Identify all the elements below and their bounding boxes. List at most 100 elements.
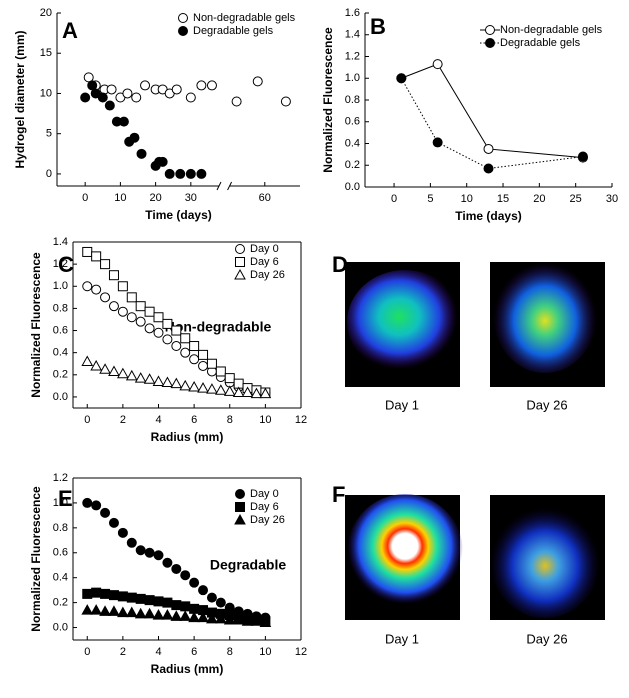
x-tick-label: 0 <box>84 646 90 658</box>
marker <box>108 301 119 312</box>
y-axis-label: Normalized Fluorescence <box>29 252 43 398</box>
marker <box>188 380 200 392</box>
marker <box>126 292 137 303</box>
marker <box>432 137 443 148</box>
marker <box>223 385 236 396</box>
marker <box>152 375 165 386</box>
marker <box>198 349 209 360</box>
x-tick-label: 0 <box>391 193 397 205</box>
x-tick-label: 4 <box>155 646 161 658</box>
x-tick-label: 6 <box>191 414 197 426</box>
x-tick-label: 4 <box>155 414 161 426</box>
marker <box>171 84 182 95</box>
y-tick-label: 0.8 <box>53 302 68 314</box>
caption: Day 26 <box>526 631 567 646</box>
legend-marker <box>235 244 245 254</box>
y-tick-label: 1.2 <box>345 50 360 62</box>
marker <box>185 168 196 179</box>
y-tick-label: 0.4 <box>345 137 360 149</box>
marker <box>143 607 156 619</box>
y-tick-label: 1.0 <box>345 72 360 84</box>
marker <box>118 116 129 127</box>
marker <box>117 527 128 538</box>
marker <box>432 59 443 70</box>
x-tick-label: 2 <box>120 414 126 426</box>
x-tick-label: 12 <box>295 414 307 426</box>
marker <box>134 607 147 619</box>
x-tick-label: 10 <box>259 414 271 426</box>
y-tick-label: 0.4 <box>53 572 68 584</box>
marker <box>140 80 151 91</box>
annotation: Degradable <box>210 557 286 573</box>
y-tick-label: 1.4 <box>53 236 68 248</box>
legend-marker <box>485 38 495 48</box>
marker <box>483 163 494 174</box>
marker <box>180 347 191 358</box>
legend-label: Non-degradable gels <box>193 12 296 24</box>
marker <box>82 246 93 257</box>
y-tick-label: 0.0 <box>53 621 68 633</box>
marker <box>117 281 128 292</box>
marker <box>189 341 200 352</box>
caption: Day 26 <box>526 397 567 412</box>
x-tick-label: 10 <box>461 193 473 205</box>
marker <box>189 354 200 365</box>
x-tick-label: 30 <box>606 193 618 205</box>
panel-label: D <box>332 252 348 277</box>
y-tick-label: 0.6 <box>53 547 68 559</box>
marker <box>134 372 147 383</box>
image-panel-f: F Day 1 Day 26 <box>332 482 605 646</box>
marker <box>97 92 108 103</box>
marker <box>223 614 236 625</box>
marker <box>135 301 146 312</box>
marker <box>122 88 133 99</box>
image-signal <box>493 257 597 373</box>
marker <box>215 366 226 377</box>
legend-marker <box>234 513 246 525</box>
marker <box>100 507 111 518</box>
marker <box>90 359 103 371</box>
marker <box>144 323 155 334</box>
chart-panel: 0.0 0.2 0.4 0.6 0.8 1.0 1.2 1.4 1.6 0 5 10 15 20 25 30 T… <box>321 7 618 223</box>
marker <box>90 604 103 615</box>
marker <box>125 369 138 381</box>
x-tick-label: 6 <box>191 646 197 658</box>
legend-marker <box>235 489 245 499</box>
marker <box>153 327 164 338</box>
marker <box>180 570 191 581</box>
marker <box>188 611 200 623</box>
marker <box>164 168 175 179</box>
marker <box>170 377 183 389</box>
marker <box>91 500 102 511</box>
marker <box>185 92 196 103</box>
marker <box>232 614 245 625</box>
marker <box>144 547 155 558</box>
y-tick-label: 0.6 <box>53 324 68 336</box>
x-axis-label: Radius (mm) <box>151 430 224 444</box>
legend-marker <box>178 26 188 36</box>
marker <box>108 517 119 528</box>
marker <box>241 615 254 626</box>
panel-label: E <box>58 486 73 511</box>
marker <box>259 616 272 628</box>
marker <box>143 373 156 384</box>
marker <box>104 100 115 111</box>
legend-label: Degradable gels <box>193 25 274 37</box>
legend-label: Non-degradable gels <box>500 24 603 36</box>
image-signal <box>347 270 463 374</box>
legend-marker <box>178 13 188 23</box>
marker <box>214 612 227 624</box>
marker <box>100 259 111 270</box>
marker <box>91 251 102 262</box>
marker <box>198 360 209 371</box>
y-tick-label: 20 <box>40 7 52 19</box>
marker <box>189 577 200 588</box>
marker <box>171 341 182 352</box>
marker <box>106 84 117 95</box>
marker <box>91 587 102 598</box>
image-signal <box>490 502 600 618</box>
marker <box>91 284 102 295</box>
marker <box>396 73 407 84</box>
marker <box>108 270 119 281</box>
